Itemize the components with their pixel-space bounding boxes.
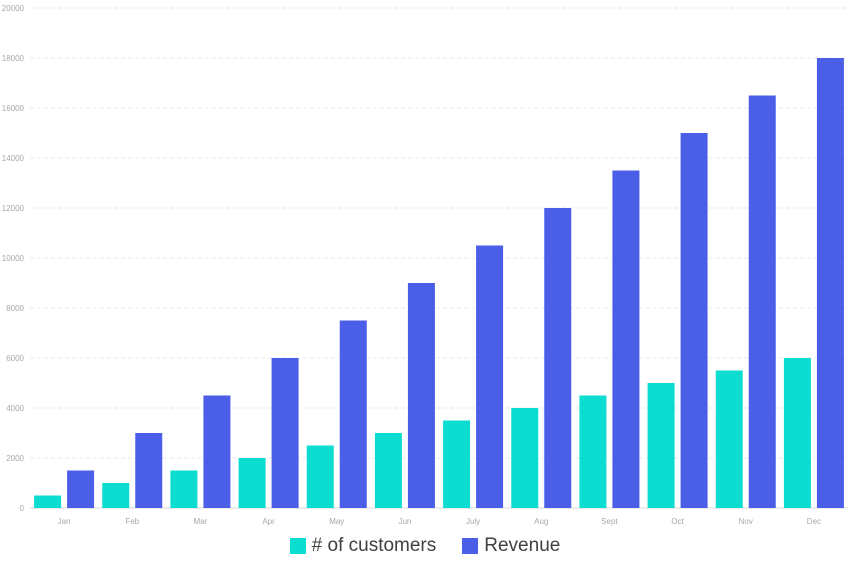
bar-revenue-nov[interactable] — [748, 95, 776, 509]
bars-layer — [34, 58, 844, 508]
bar-revenue-feb[interactable] — [135, 433, 163, 508]
y-tick-label: 2000 — [6, 454, 24, 463]
x-tick-label: Sept — [601, 517, 618, 526]
bar-customers-july[interactable] — [443, 420, 471, 509]
grid-layer — [30, 7, 848, 509]
bar-customers-jun[interactable] — [374, 433, 402, 508]
y-axis: 0 2000 4000 6000 8000 10000 12000 14000 16000 180… — [2, 4, 25, 513]
legend-label-revenue: Revenue — [484, 535, 561, 556]
bar-customers-sept[interactable] — [579, 395, 607, 509]
bar-revenue-jan[interactable] — [67, 470, 95, 509]
y-tick-label: 10000 — [2, 254, 25, 263]
bar-customers-mar[interactable] — [170, 470, 198, 509]
x-tick-label: May — [329, 517, 344, 526]
bar-customers-oct[interactable] — [647, 383, 675, 508]
y-tick-label: 16000 — [2, 104, 25, 113]
bar-revenue-may[interactable] — [339, 320, 367, 509]
x-tick-label: Feb — [125, 517, 139, 526]
y-tick-label: 20000 — [2, 4, 25, 13]
legend-item-revenue[interactable]: Revenue — [462, 535, 560, 557]
legend-swatch-revenue — [462, 538, 479, 554]
legend: # of customers Revenue — [0, 531, 850, 561]
bar-customers-feb[interactable] — [102, 483, 130, 508]
y-tick-label: 8000 — [6, 304, 24, 313]
bar-customers-jan[interactable] — [34, 495, 62, 509]
legend-swatch-customers — [289, 538, 306, 554]
x-tick-label: Dec — [807, 517, 821, 526]
y-tick-label: 14000 — [2, 154, 25, 163]
bar-customers-dec[interactable] — [783, 358, 811, 508]
bar-revenue-dec[interactable] — [816, 58, 844, 508]
y-tick-label: 18000 — [2, 54, 25, 63]
x-tick-label: Jun — [398, 517, 411, 526]
bar-revenue-sept[interactable] — [612, 170, 640, 509]
bar-chart: 0 2000 4000 6000 8000 10000 12000 14000 16000 180… — [2, 4, 848, 526]
x-tick-label: July — [466, 517, 480, 526]
y-tick-label: 4000 — [6, 404, 24, 413]
x-tick-label: Oct — [671, 517, 684, 526]
bar-customers-may[interactable] — [306, 445, 334, 509]
bar-revenue-aug[interactable] — [544, 208, 572, 508]
bar-customers-apr[interactable] — [238, 458, 266, 508]
y-tick-label: 6000 — [6, 354, 24, 363]
y-tick-label: 12000 — [2, 204, 25, 213]
bar-revenue-apr[interactable] — [271, 358, 299, 508]
x-axis: Jan Feb Mar Apr May Jun July Aug Sept Oct Nov Dec — [58, 517, 821, 526]
x-tick-label: Apr — [262, 517, 275, 526]
bar-customers-nov[interactable] — [715, 370, 743, 509]
y-tick-label: 0 — [20, 504, 25, 513]
x-tick-label: Mar — [194, 517, 208, 526]
bar-revenue-mar[interactable] — [203, 395, 231, 509]
x-tick-label: Nov — [739, 517, 753, 526]
bar-revenue-oct[interactable] — [680, 133, 708, 508]
legend-item-customers[interactable]: # of customers — [289, 535, 437, 557]
bar-customers-aug[interactable] — [511, 408, 539, 508]
legend-label-customers: # of customers — [311, 535, 437, 556]
x-tick-label: Jan — [58, 517, 71, 526]
bar-revenue-july[interactable] — [476, 245, 504, 509]
x-tick-label: Aug — [534, 517, 548, 526]
bar-revenue-jun[interactable] — [407, 283, 435, 508]
